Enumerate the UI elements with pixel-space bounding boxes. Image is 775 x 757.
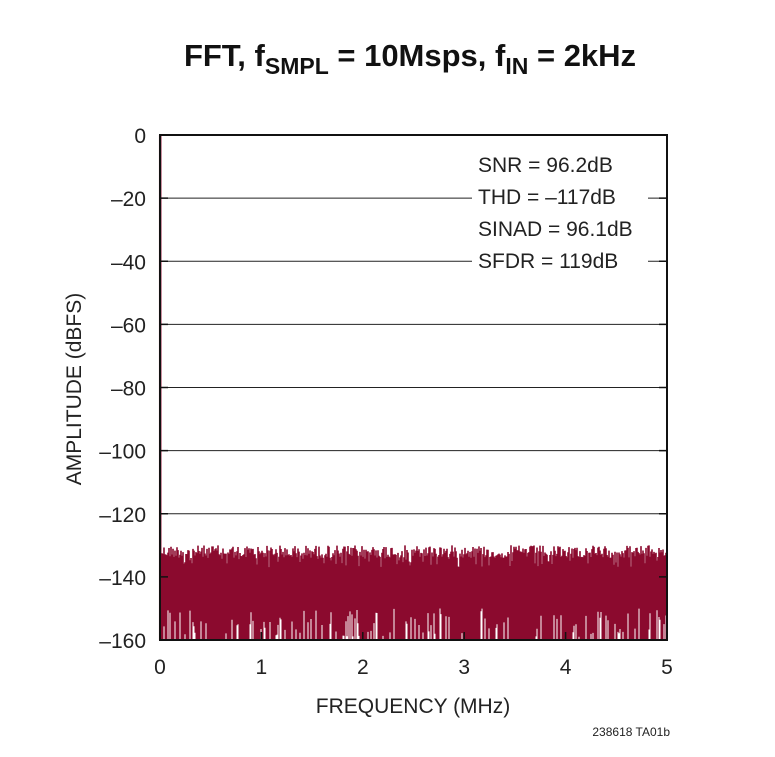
x-tick-label: 3 [458, 656, 470, 679]
annotation-text: SNR = 96.2dB [478, 154, 613, 177]
x-tick-label: 0 [154, 656, 166, 679]
y-tick-label: 0 [134, 125, 146, 148]
annotation-text: THD = –117dB [478, 186, 616, 209]
annotation-background [472, 248, 648, 275]
title-part: = 10Msps, f [329, 38, 506, 73]
title-subscript: SMPL [265, 53, 329, 79]
annotation-block: SNR = 96.2dB THD = –117dB SINAD = 96.1dB SF… [472, 152, 648, 275]
x-tick-label: 2 [357, 656, 369, 679]
y-tick-labels: 0 –20 –40 –60 –80 –100 –120 –140 –160 [99, 125, 146, 653]
y-tick-label: –80 [111, 378, 146, 401]
y-tick-label: –40 [111, 251, 146, 274]
y-axis-label: AMPLITUDE (dBFS) [63, 293, 86, 486]
title-part: FFT, f [184, 38, 266, 73]
y-tick-label: –120 [99, 504, 146, 527]
annotation-background [472, 184, 648, 211]
chart-title: FFT, fSMPL = 10Msps, fIN = 2kHz [184, 38, 636, 79]
title-subscript: IN [505, 53, 528, 79]
y-tick-label: –140 [99, 567, 146, 590]
noise-floor-gaps [163, 608, 667, 639]
y-tick-label: –100 [99, 441, 146, 464]
x-tick-label: 4 [560, 656, 572, 679]
x-axis-label: FREQUENCY (MHz) [316, 695, 510, 718]
x-tick-labels: 0 1 2 3 4 5 [154, 656, 673, 679]
y-tick-label: –20 [111, 188, 146, 211]
annotation-background [472, 216, 648, 243]
title-part: = 2kHz [528, 38, 636, 73]
plot-frame [159, 134, 668, 641]
y-tick-label: –160 [99, 630, 146, 653]
x-tick-label: 5 [661, 656, 673, 679]
figure-code: 238618 TA01b [592, 725, 670, 739]
annotation-text: SFDR = 119dB [478, 250, 618, 273]
x-tick-label: 1 [256, 656, 268, 679]
annotation-background [472, 152, 648, 179]
y-tick-label: –60 [111, 314, 146, 337]
annotation-text: SINAD = 96.1dB [478, 218, 633, 241]
